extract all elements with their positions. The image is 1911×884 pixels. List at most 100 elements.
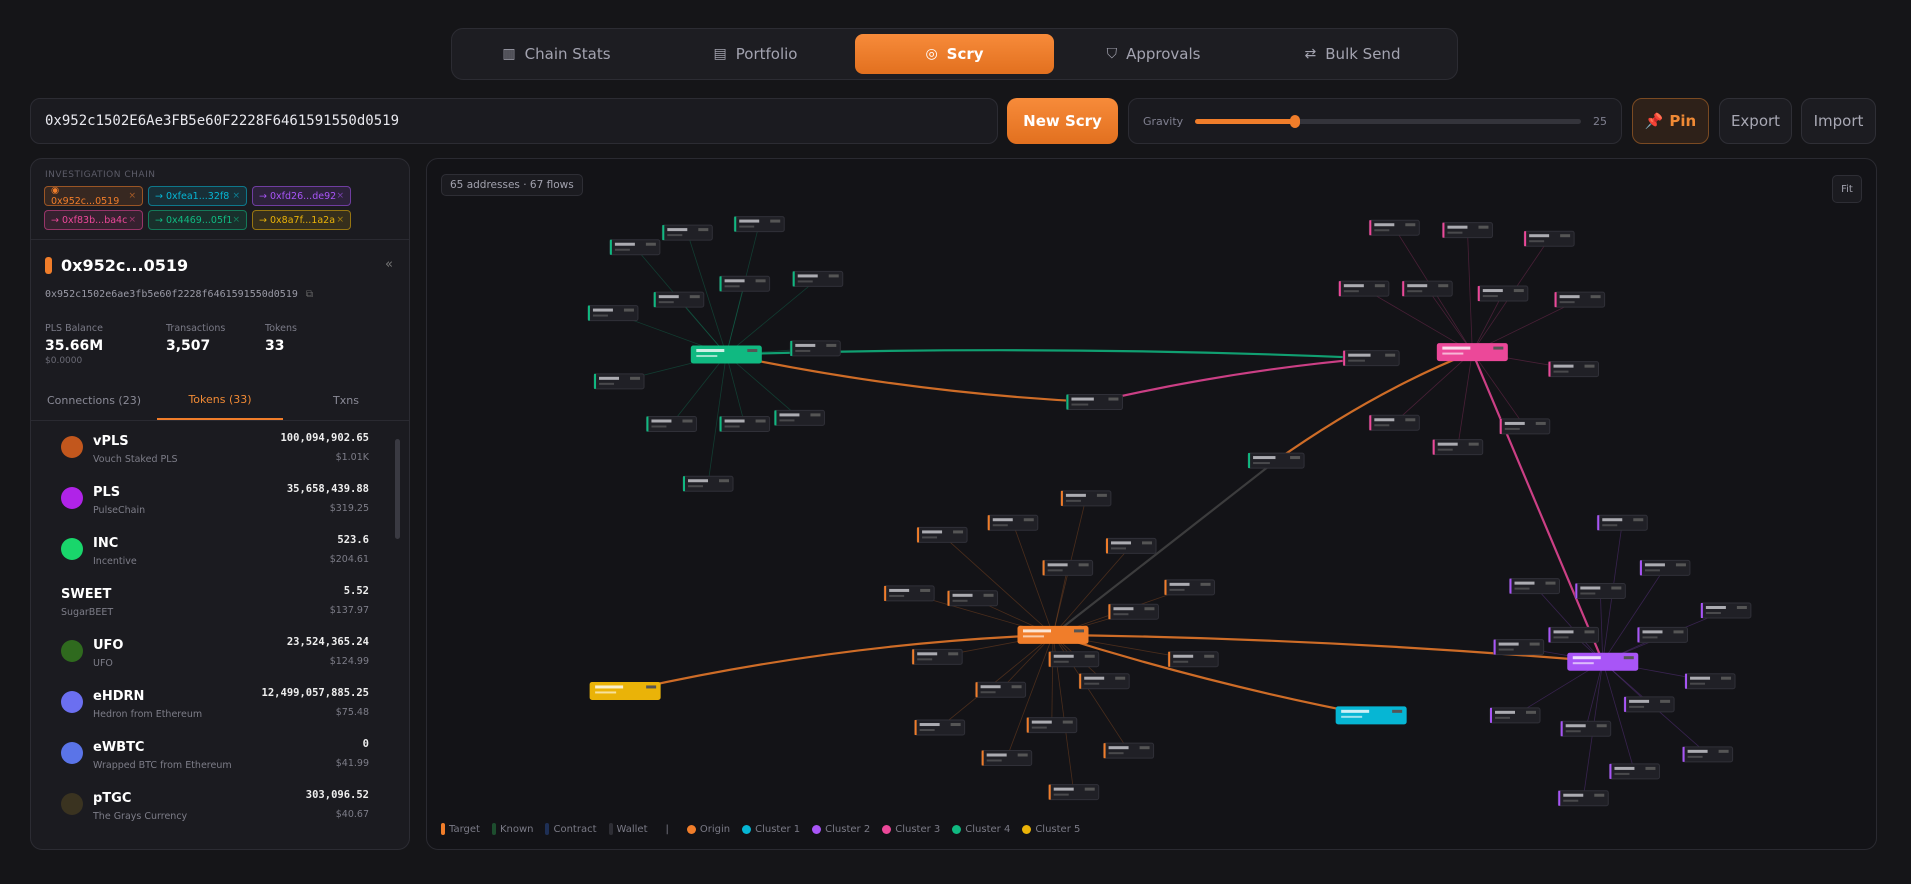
- address-node[interactable]: [1548, 361, 1600, 378]
- address-node[interactable]: [947, 590, 999, 607]
- flow-edge[interactable]: [1534, 585, 1604, 662]
- address-node[interactable]: [587, 305, 639, 322]
- address-node[interactable]: [733, 216, 785, 233]
- flow-edge[interactable]: [1000, 634, 1054, 691]
- flow-edge[interactable]: [1052, 567, 1069, 635]
- flow-edge[interactable]: [1012, 522, 1054, 636]
- flow-edge[interactable]: [941, 534, 1054, 636]
- flow-edge[interactable]: [1051, 634, 1054, 726]
- address-node[interactable]: [1338, 280, 1390, 297]
- token-row[interactable]: eHDRN Hedron from Ethereum 12,499,057,885.…: [49, 685, 369, 735]
- copy-icon[interactable]: ⧉: [305, 289, 314, 300]
- address-node[interactable]: [883, 585, 935, 602]
- fit-button[interactable]: Fit: [1832, 175, 1862, 203]
- address-node[interactable]: [1554, 291, 1606, 308]
- flow-edge[interactable]: [1471, 293, 1504, 353]
- flow-edge[interactable]: [1585, 661, 1604, 729]
- flow-edge[interactable]: [1363, 288, 1473, 353]
- flow-edge[interactable]: [1602, 661, 1635, 772]
- address-node[interactable]: [1557, 790, 1609, 807]
- address-node[interactable]: [1042, 559, 1094, 576]
- chain-chip[interactable]: → 0x4469...05f1 ×: [148, 210, 247, 230]
- address-node[interactable]: [1103, 742, 1155, 759]
- tab-scry[interactable]: ◎ Scry: [855, 34, 1054, 74]
- remove-chip-icon[interactable]: ×: [128, 215, 136, 225]
- flow-edge[interactable]: [725, 354, 745, 425]
- address-node[interactable]: [792, 270, 844, 287]
- address-node[interactable]: [1078, 673, 1130, 690]
- chain-chip[interactable]: → 0xf83b...ba4c ×: [44, 210, 143, 230]
- address-node[interactable]: [1574, 582, 1626, 599]
- flow-edge[interactable]: [1052, 545, 1132, 636]
- chain-chip[interactable]: ◉ 0x952c...0519 ×: [44, 185, 143, 207]
- address-node[interactable]: [1368, 414, 1420, 431]
- pin-button[interactable]: 📌 Pin: [1632, 98, 1709, 144]
- address-node[interactable]: [914, 719, 966, 736]
- address-node[interactable]: [987, 514, 1039, 531]
- flow-edge[interactable]: [939, 634, 1054, 728]
- address-node[interactable]: [593, 373, 645, 390]
- address-node[interactable]: [975, 681, 1027, 698]
- address-node[interactable]: [682, 475, 734, 492]
- address-node[interactable]: [911, 648, 963, 665]
- address-node[interactable]: [1682, 746, 1734, 763]
- tab-approvals[interactable]: ⛉ Approvals: [1106, 45, 1201, 63]
- address-node[interactable]: [1048, 651, 1100, 668]
- address-node[interactable]: [1065, 394, 1123, 411]
- address-node[interactable]: [1105, 537, 1157, 554]
- address-node[interactable]: [719, 275, 771, 292]
- address-node[interactable]: [773, 409, 825, 426]
- cluster-hub-node[interactable]: [1567, 652, 1639, 671]
- flow-edge[interactable]: [1094, 357, 1372, 404]
- tab-portfolio[interactable]: ▤ Portfolio: [713, 45, 798, 63]
- flow-edge[interactable]: [1394, 351, 1473, 424]
- chain-chip[interactable]: → 0xfd26...de92 ×: [252, 186, 351, 206]
- remove-chip-icon[interactable]: ×: [336, 191, 344, 201]
- address-node[interactable]: [1623, 696, 1675, 713]
- address-node[interactable]: [1489, 707, 1541, 724]
- token-row[interactable]: pTGC The Grays Currency 303,096.52 $40.67: [49, 787, 369, 837]
- cluster-hub-node[interactable]: [1436, 343, 1508, 362]
- token-row[interactable]: INC Incentive 523.6 $204.61: [49, 532, 369, 582]
- new-scry-button[interactable]: New Scry: [1007, 98, 1118, 144]
- flow-edge[interactable]: [1052, 459, 1277, 636]
- collapse-panel-icon[interactable]: «: [385, 257, 393, 272]
- flow-edge[interactable]: [707, 354, 727, 484]
- address-node[interactable]: [1164, 579, 1216, 596]
- address-node[interactable]: [1432, 439, 1484, 456]
- graph-canvas[interactable]: [427, 159, 1877, 850]
- flow-edge[interactable]: [678, 299, 727, 355]
- flow-edge[interactable]: [1052, 633, 1372, 717]
- gravity-slider[interactable]: [1195, 114, 1581, 128]
- flow-edge[interactable]: [1052, 633, 1603, 663]
- flow-graph[interactable]: 65 addresses · 67 flows Fit Target Known C…: [426, 158, 1877, 850]
- cluster-hub-node[interactable]: [690, 345, 762, 364]
- flow-edge[interactable]: [1472, 351, 1526, 427]
- address-node[interactable]: [1639, 559, 1691, 576]
- address-node[interactable]: [1107, 603, 1159, 620]
- flow-edge[interactable]: [1467, 230, 1473, 353]
- address-node[interactable]: [1167, 651, 1219, 668]
- flow-edge[interactable]: [1457, 352, 1473, 448]
- chain-chip[interactable]: → 0xfea1...32f8 ×: [148, 186, 247, 206]
- chain-chip[interactable]: → 0x8a7f...1a2a ×: [252, 210, 351, 230]
- token-row[interactable]: UFO UFO 23,524,365.24 $124.99: [49, 634, 369, 684]
- address-node[interactable]: [1342, 350, 1400, 367]
- remove-chip-icon[interactable]: ×: [232, 215, 240, 225]
- address-node[interactable]: [1608, 763, 1660, 780]
- tab-connections[interactable]: Connections (23): [46, 394, 142, 407]
- flow-edge[interactable]: [671, 354, 727, 425]
- gravity-slider-handle[interactable]: [1290, 114, 1301, 128]
- export-button[interactable]: Export: [1719, 98, 1792, 144]
- address-node[interactable]: [1060, 490, 1112, 507]
- address-node[interactable]: [1477, 285, 1529, 302]
- tab-tokens[interactable]: Tokens (33): [157, 381, 283, 420]
- address-node[interactable]: [1401, 280, 1453, 297]
- tab-txns[interactable]: Txns: [333, 394, 359, 407]
- address-node[interactable]: [1026, 717, 1078, 734]
- flow-edge[interactable]: [726, 278, 818, 355]
- remove-chip-icon[interactable]: ×: [336, 215, 344, 225]
- flow-edge[interactable]: [624, 633, 1054, 693]
- address-node[interactable]: [1048, 784, 1100, 801]
- address-node[interactable]: [1247, 452, 1305, 469]
